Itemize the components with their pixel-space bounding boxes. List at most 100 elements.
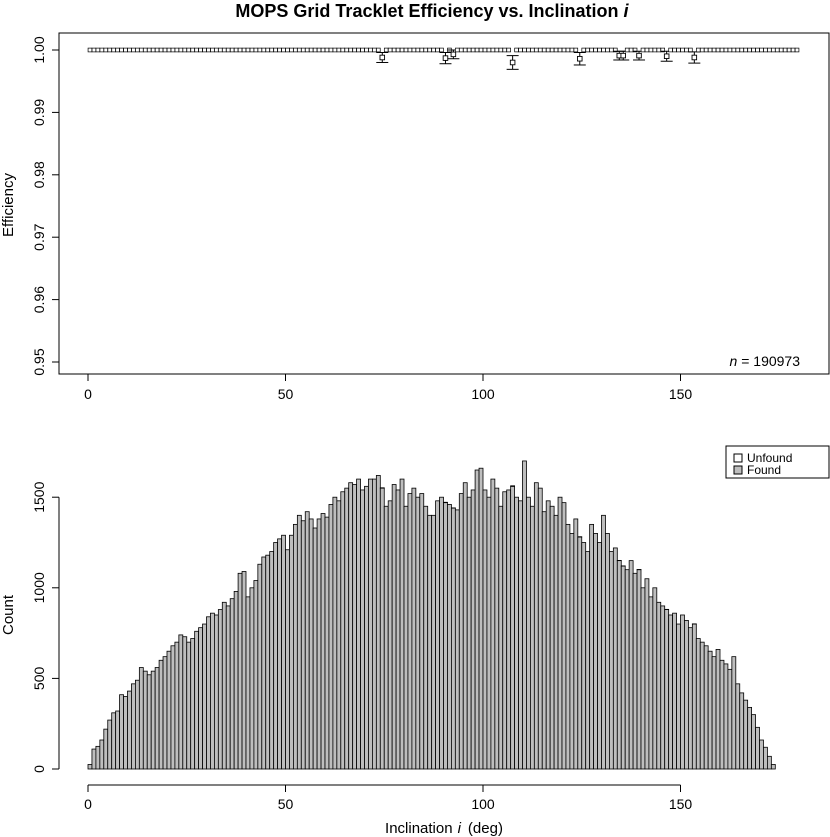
histogram-bar-found [656,601,662,770]
efficiency-point [577,55,583,62]
histogram-bar-found [466,496,472,770]
histogram-bar-found [668,614,674,770]
histogram-bar-found [624,569,630,770]
histogram-legend: Unfound Found [725,445,830,479]
histogram-bar-found [324,516,330,770]
efficiency-y-tick-label: 0.95 [31,348,47,375]
histogram-bar-found [229,598,235,770]
efficiency-point [119,47,124,53]
histogram-bar-found [569,533,575,770]
efficiency-point [589,47,594,53]
histogram-bar-found [154,667,160,770]
histogram-bar-found [593,533,598,770]
histogram-bar-found [210,612,215,770]
efficiency-point [751,47,756,53]
efficiency-point [229,47,235,53]
efficiency-point [312,47,318,53]
efficiency-point [214,47,219,53]
efficiency-point [782,47,788,53]
histogram-bar-found [494,487,500,770]
efficiency-point [759,47,764,53]
efficiency-point [265,47,270,53]
efficiency-point [218,47,223,53]
chart-title-symbol: i [624,1,630,21]
histogram-bar-found [407,493,413,770]
histogram-bar-found [652,587,658,770]
histogram-bar-found [715,649,721,770]
efficiency-point [557,47,563,53]
efficiency-point [672,47,677,53]
histogram-bar-found [379,487,385,770]
histogram-bar-found [383,505,389,770]
efficiency-point [585,47,590,53]
histogram-bar-found [142,670,148,770]
efficiency-point [601,47,606,53]
efficiency-point [364,47,369,53]
histogram-y-tick-label: 500 [31,667,47,691]
efficiency-point [509,59,516,66]
histogram-bar-found [395,489,401,770]
histogram-bar-found [597,542,602,770]
efficiency-x-tick-label: 50 [278,386,294,402]
histogram-bar-found [371,478,377,770]
efficiency-point [609,47,614,53]
efficiency-point [498,47,504,53]
histogram-bar-found [423,505,429,770]
efficiency-point [663,53,670,59]
histogram-bar-found [439,496,444,770]
histogram-bar-found [320,513,326,770]
efficiency-point [415,47,421,53]
efficiency-point [123,47,128,53]
histogram-bar-found [95,745,101,770]
histogram-bar-found [541,511,547,770]
efficiency-point [308,47,314,53]
histogram-bar-found [364,485,369,770]
efficiency-point [194,47,199,53]
efficiency-point [731,47,737,53]
histogram-bar-found [273,542,278,770]
histogram-bar-found [443,502,448,770]
efficiency-point [241,47,247,53]
efficiency-point [297,47,302,53]
legend-label-found: Found [747,463,781,477]
efficiency-point [249,47,255,53]
efficiency-point [419,47,425,53]
efficiency-point [478,47,484,53]
histogram-bar-found [553,514,559,770]
histogram-bar-found [609,551,614,770]
histogram-bar-found [182,636,188,770]
efficiency-point [514,47,519,53]
efficiency-point [628,47,634,53]
efficiency-point [474,47,480,53]
efficiency-y-tick-label: 0.97 [31,223,47,250]
efficiency-point [676,47,681,53]
efficiency-point [261,47,267,53]
histogram-bar-found [474,469,480,770]
histogram-bar-found [640,587,646,770]
histogram-bar-found [265,554,271,770]
histogram-bar-found [581,542,587,770]
histogram-bar-found [103,728,109,770]
histogram-bar-found [486,496,492,770]
efficiency-point [439,47,444,53]
histogram-bar-found [194,630,199,770]
efficiency-point [735,47,741,53]
histogram-bar-found [759,739,764,770]
histogram-bar-found [241,571,247,770]
histogram-bar-found [767,755,772,770]
histogram-y-tick-label: 0 [31,765,47,773]
histogram-bar-found [162,656,168,770]
efficiency-point [534,47,539,53]
histogram-bar-found [691,623,697,770]
histogram-bar-found [711,656,717,770]
histogram-x-tick-label: 0 [84,796,92,812]
histogram-bar-found [403,505,409,770]
efficiency-point [727,47,733,53]
efficiency-y-axis: 0.95 0.96 0.97 0.98 0.99 1.00 [31,36,60,376]
histogram-bar-found [269,551,275,770]
efficiency-point [87,47,93,53]
legend-swatch-found [733,465,743,475]
histogram-bar-found [91,748,97,770]
efficiency-point [680,47,685,53]
histogram-y-label: Count [0,594,17,635]
